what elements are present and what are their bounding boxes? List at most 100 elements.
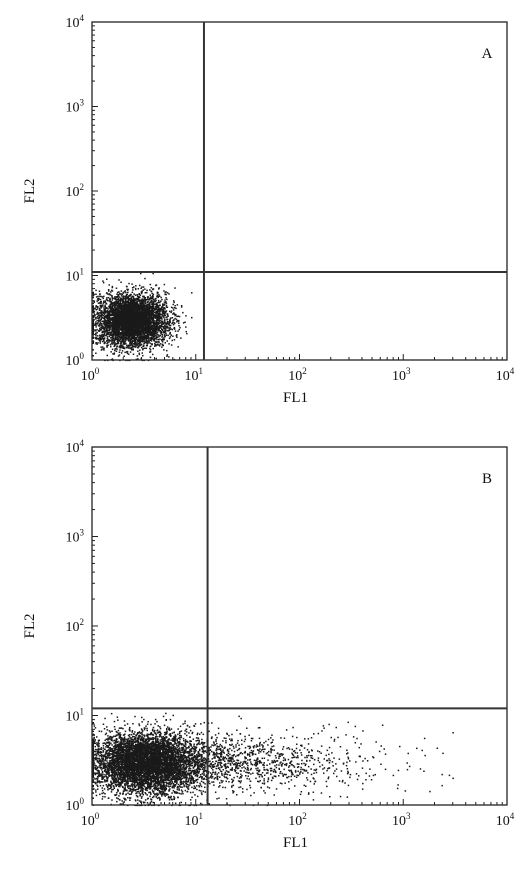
event-point <box>111 314 114 316</box>
event-point <box>143 340 146 343</box>
event-point <box>133 335 136 338</box>
event-point <box>162 322 164 324</box>
event-point <box>126 306 128 308</box>
event-point <box>104 321 107 324</box>
event-point <box>154 335 156 338</box>
event-point <box>150 336 153 338</box>
event-point <box>180 337 182 339</box>
event-point <box>112 304 115 306</box>
event-point <box>141 329 143 332</box>
event-point <box>109 325 111 327</box>
event-point <box>118 279 120 281</box>
event-point <box>104 322 106 325</box>
event-point <box>156 316 158 319</box>
event-point <box>152 330 154 333</box>
event-point <box>154 317 157 319</box>
event-point <box>149 328 151 330</box>
event-point <box>124 326 126 328</box>
event-point <box>145 325 147 327</box>
event-point <box>149 308 151 311</box>
event-point <box>149 306 152 308</box>
event-point <box>144 318 147 321</box>
event-point <box>130 338 132 341</box>
event-point <box>148 312 150 314</box>
event-point <box>138 330 141 332</box>
event-point <box>119 327 121 330</box>
event-point <box>153 320 156 322</box>
event-point <box>92 355 94 357</box>
event-point <box>133 309 135 311</box>
event-point <box>100 304 103 307</box>
event-point <box>93 312 95 314</box>
event-point <box>136 307 139 309</box>
event-point <box>150 299 153 302</box>
event-point <box>149 314 152 316</box>
event-point <box>139 294 142 296</box>
event-point <box>108 313 110 315</box>
event-point <box>97 325 100 327</box>
event-point <box>120 332 122 334</box>
event-point <box>120 308 123 311</box>
event-point <box>127 309 129 311</box>
event-point <box>106 325 108 327</box>
event-point <box>150 314 153 316</box>
event-point <box>163 303 165 306</box>
event-point <box>116 307 118 309</box>
event-point <box>134 327 136 330</box>
event-point <box>141 333 143 336</box>
event-point <box>107 329 109 331</box>
event-point <box>139 301 142 304</box>
event-point <box>134 343 137 345</box>
event-point <box>162 315 164 317</box>
event-point <box>101 330 104 333</box>
event-point <box>158 288 160 290</box>
event-point <box>106 345 108 347</box>
event-point <box>120 305 123 307</box>
event-point <box>166 349 168 352</box>
event-point <box>124 295 126 298</box>
event-point <box>116 332 118 335</box>
event-point <box>136 315 138 317</box>
event-point <box>158 293 160 296</box>
event-point <box>132 348 134 350</box>
event-point <box>95 309 98 311</box>
event-point <box>148 328 150 330</box>
event-point <box>120 295 123 297</box>
event-point <box>95 316 97 319</box>
event-point <box>108 327 111 329</box>
event-point <box>134 308 136 310</box>
event-point <box>141 330 144 333</box>
event-point <box>155 299 157 302</box>
event-point <box>133 313 135 315</box>
event-point <box>118 304 121 307</box>
event-point <box>114 344 116 346</box>
event-point <box>116 302 118 305</box>
event-point <box>166 354 169 356</box>
event-point <box>116 338 119 340</box>
event-point <box>186 332 188 335</box>
event-point <box>136 300 139 303</box>
event-point <box>129 341 131 343</box>
event-point <box>161 321 163 324</box>
event-point <box>113 329 116 331</box>
event-point <box>117 301 119 303</box>
event-point <box>132 297 135 300</box>
event-point <box>135 321 137 324</box>
event-point <box>120 322 122 324</box>
event-point <box>92 315 94 318</box>
event-point <box>148 305 150 307</box>
event-point <box>149 283 152 286</box>
event-point <box>137 296 140 299</box>
event-point <box>119 307 122 310</box>
event-point <box>165 323 167 325</box>
event-point <box>107 324 109 327</box>
event-point <box>116 315 118 317</box>
event-point <box>136 308 138 310</box>
event-point <box>128 328 131 330</box>
event-point <box>160 339 163 341</box>
event-point <box>103 333 105 336</box>
event-point <box>106 299 109 302</box>
event-point <box>138 293 140 296</box>
event-point <box>101 314 104 316</box>
event-point <box>127 325 129 327</box>
